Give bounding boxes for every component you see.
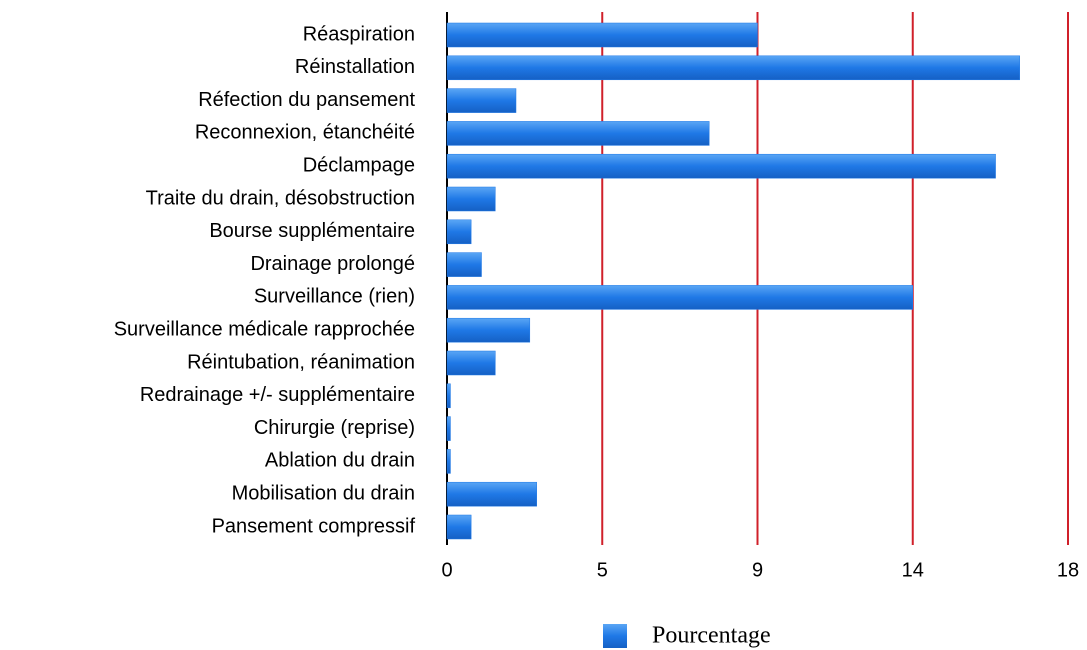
x-tick-label: 14 <box>902 559 924 581</box>
bar <box>446 416 451 441</box>
x-tick-label: 5 <box>597 559 608 581</box>
y-tick-label: Reconnexion, étanchéité <box>195 122 415 144</box>
bar <box>446 121 710 146</box>
bar <box>446 153 996 179</box>
bar <box>446 219 472 245</box>
legend-label: Pourcentage <box>652 623 771 649</box>
bar <box>446 350 496 376</box>
bar <box>446 22 758 48</box>
bar <box>446 449 451 474</box>
y-tick-label: Drainage prolongé <box>250 253 415 275</box>
x-tick-label: 18 <box>1057 559 1079 581</box>
y-tick-label: Traite du drain, désobstruction <box>146 187 415 209</box>
y-tick-label: Bourse supplémentaire <box>209 220 415 242</box>
bar <box>446 186 496 212</box>
y-tick-label: Chirurgie (reprise) <box>254 417 415 439</box>
bar <box>446 317 531 343</box>
y-tick-label: Pansement compressif <box>212 515 416 537</box>
y-tick-label: Ablation du drain <box>265 450 415 472</box>
bar <box>446 383 451 409</box>
bar <box>446 514 472 540</box>
y-tick-label: Redrainage +/- supplémentaire <box>140 384 415 406</box>
legend-swatch <box>603 624 627 648</box>
y-tick-label: Réintubation, réanimation <box>187 351 415 373</box>
y-tick-label: Déclampage <box>303 154 415 176</box>
y-tick-label: Réfection du pansement <box>198 89 415 111</box>
bar <box>446 88 517 113</box>
y-tick-label: Réinstallation <box>295 56 415 78</box>
y-tick-label: Surveillance médicale rapprochée <box>114 318 415 340</box>
y-tick-label: Réaspiration <box>303 23 415 45</box>
x-tick-label: 0 <box>441 559 452 581</box>
x-tick-label: 9 <box>752 559 763 581</box>
y-tick-label: Surveillance (rien) <box>254 286 415 308</box>
bar <box>446 55 1020 81</box>
bar <box>446 285 913 310</box>
y-tick-label: Mobilisation du drain <box>232 482 415 504</box>
bar <box>446 481 537 507</box>
bar <box>446 252 482 277</box>
